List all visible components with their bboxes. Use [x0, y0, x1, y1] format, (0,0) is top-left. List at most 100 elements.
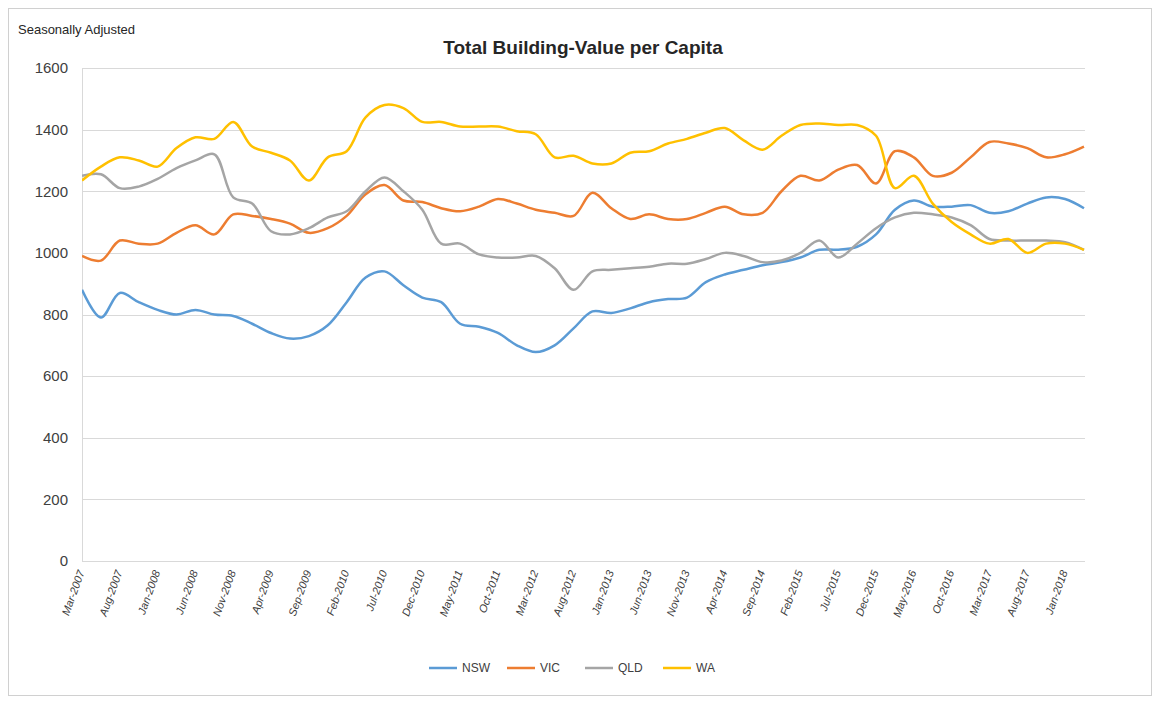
- y-tick-label: 1200: [35, 183, 68, 200]
- x-tick-label: Jan-2008: [135, 568, 163, 617]
- grid-line: [82, 191, 1085, 192]
- x-tick: Jan-2008: [135, 561, 163, 617]
- legend-item: QLD: [585, 661, 643, 675]
- x-tick-label: Nov-2013: [664, 568, 692, 618]
- x-tick-label: Sep-2014: [740, 569, 768, 618]
- x-tick: Jun-2013: [626, 561, 654, 617]
- y-tick-label: 1000: [35, 244, 68, 261]
- legend-swatch: [663, 667, 691, 670]
- x-tick-label: Mar-2007: [59, 568, 87, 617]
- x-tick: Nov-2013: [664, 561, 692, 618]
- x-tick-label: Apr-2014: [702, 569, 729, 616]
- x-tick-label: Nov-2008: [210, 568, 238, 618]
- x-tick: Feb-2015: [778, 561, 806, 617]
- y-tick-label: 0: [60, 552, 68, 569]
- grid: [82, 69, 1085, 562]
- grid-line: [82, 561, 1085, 562]
- x-tick-label: Mar-2017: [967, 568, 995, 617]
- grid-line: [82, 438, 1085, 439]
- y-axis-line: [82, 69, 83, 562]
- legend-label: VIC: [540, 661, 560, 675]
- grid-line: [82, 68, 1085, 69]
- y-tick: 1400: [35, 121, 82, 138]
- x-tick-label: Jan-2018: [1042, 568, 1070, 617]
- legend-item: NSW: [429, 661, 491, 675]
- grid-line: [82, 376, 1085, 377]
- grid-line: [82, 130, 1085, 131]
- x-tick-label: Mar-2012: [513, 569, 540, 617]
- x-tick-label: May-2011: [437, 569, 465, 618]
- x-tick: Nov-2008: [210, 561, 238, 618]
- x-tick: May-2011: [437, 561, 465, 618]
- x-tick: Aug-2017: [1004, 561, 1032, 619]
- x-tick: Dec-2015: [853, 561, 881, 618]
- x-tick-label: Dec-2015: [853, 568, 881, 618]
- x-tick: Mar-2017: [967, 561, 995, 617]
- chart-border: [9, 9, 1152, 696]
- y-tick-label: 400: [43, 429, 68, 446]
- y-axis: 0 200 400 600 800 1000 1200 1400 1600: [35, 59, 83, 569]
- x-tick: Oct-2011: [476, 561, 502, 615]
- legend-label: WA: [696, 661, 715, 675]
- x-tick: Aug-2007: [97, 561, 125, 619]
- y-tick: 400: [43, 429, 82, 446]
- y-tick: 1600: [35, 59, 82, 76]
- x-tick: Feb-2010: [324, 561, 352, 617]
- x-tick-label: Oct-2016: [930, 568, 957, 615]
- x-tick: Dec-2010: [399, 561, 427, 618]
- x-tick-label: Feb-2015: [778, 568, 806, 617]
- lines: [82, 105, 1084, 353]
- x-tick-label: Jul-2015: [817, 568, 843, 614]
- x-tick: Mar-2012: [513, 561, 540, 617]
- x-axis-line: [83, 561, 1085, 562]
- series-line: [82, 154, 1084, 290]
- x-tick: Apr-2014: [702, 561, 729, 616]
- x-tick-label: Jun-2008: [173, 568, 201, 617]
- x-tick-label: Feb-2010: [324, 568, 352, 617]
- x-tick-label: Aug-2017: [1004, 568, 1032, 619]
- y-tick: 200: [43, 491, 82, 508]
- x-tick-label: Oct-2011: [476, 569, 502, 615]
- y-tick: 1200: [35, 183, 82, 200]
- x-tick: Jan-2018: [1042, 561, 1070, 617]
- legend-label: NSW: [462, 661, 491, 675]
- series-line: [82, 105, 1084, 253]
- x-tick-label: Sep-2009: [286, 569, 314, 618]
- x-tick-label: Jul-2010: [363, 568, 389, 614]
- y-tick-label: 800: [43, 306, 68, 323]
- x-tick: May-2016: [890, 561, 918, 619]
- legend-label: QLD: [618, 661, 643, 675]
- y-tick-label: 200: [43, 491, 68, 508]
- x-tick-label: Aug-2007: [97, 568, 125, 619]
- x-tick-label: Jun-2013: [626, 568, 654, 617]
- x-tick: Jun-2008: [173, 561, 201, 617]
- x-tick: Sep-2009: [286, 561, 314, 618]
- y-tick: 1000: [35, 244, 82, 261]
- legend-item: VIC: [507, 661, 560, 675]
- x-tick: Mar-2007: [59, 561, 87, 617]
- x-tick: Aug-2012: [550, 561, 578, 619]
- x-tick: Jul-2015: [817, 561, 843, 613]
- y-tick: 0: [60, 552, 82, 569]
- subtitle: Seasonally Adjusted: [18, 22, 135, 37]
- x-tick: Jul-2010: [363, 561, 389, 613]
- legend-item: WA: [663, 661, 715, 675]
- x-tick-label: Apr-2009: [249, 569, 276, 616]
- y-tick-label: 1400: [35, 121, 68, 138]
- legend: NSW VIC QLD WA: [429, 661, 715, 675]
- legend-swatch: [585, 667, 613, 670]
- x-tick-label: Aug-2012: [550, 569, 578, 619]
- chart: 0 200 400 600 800 1000 1200 1400 1600 Mar-2007 Aug…: [0, 0, 1160, 704]
- grid-line: [82, 253, 1085, 254]
- legend-swatch: [429, 667, 457, 670]
- x-tick: Apr-2009: [249, 561, 276, 616]
- x-tick-label: Jan-2013: [589, 568, 617, 617]
- y-tick-label: 1600: [35, 59, 68, 76]
- x-axis: Mar-2007 Aug-2007 Jan-2008 Jun-2008 Nov-2008…: [59, 561, 1084, 619]
- y-tick: 800: [43, 306, 82, 323]
- y-tick: 600: [43, 367, 82, 384]
- title: Total Building-Value per Capita: [443, 37, 723, 58]
- x-tick: Sep-2014: [740, 561, 768, 618]
- grid-line: [82, 499, 1085, 500]
- series-line: [82, 197, 1084, 352]
